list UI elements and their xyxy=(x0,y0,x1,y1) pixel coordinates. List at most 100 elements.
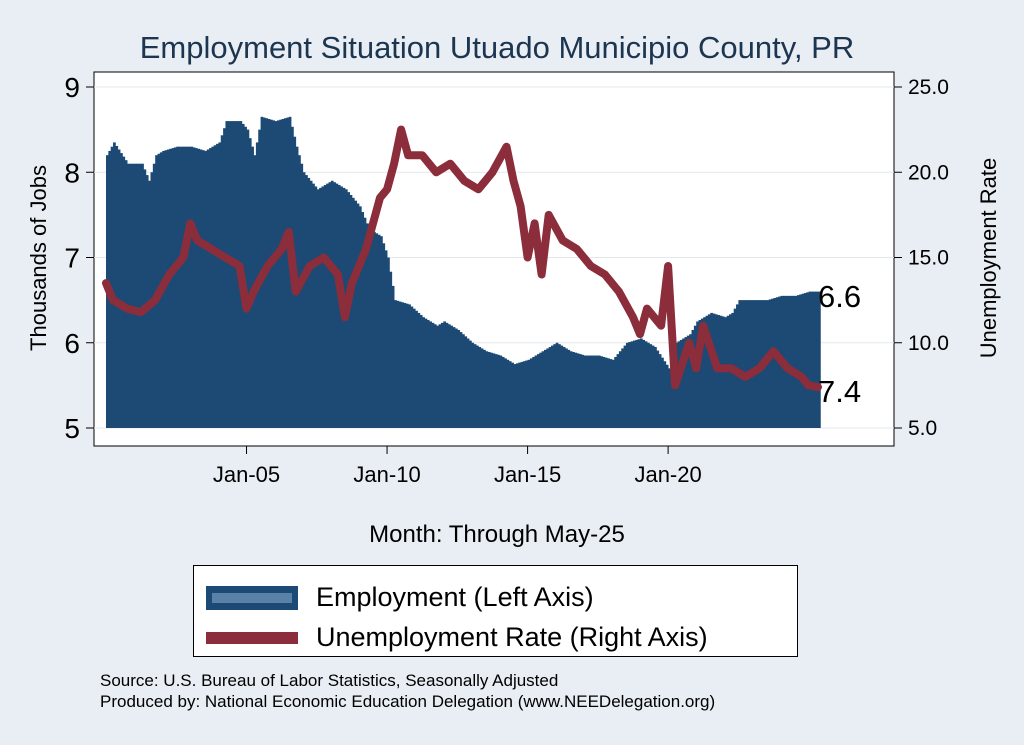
employment-bar xyxy=(515,363,519,428)
employment-bar xyxy=(663,361,667,428)
employment-bar xyxy=(801,293,805,428)
employment-bar xyxy=(209,148,212,429)
employment-bar xyxy=(232,121,236,428)
axes: 5 6 7 8 9 5.0 10.0 15.0 20.0 25.0 Jan-05 Jan-10 Jan-… xyxy=(64,72,948,487)
employment-bar xyxy=(787,295,791,428)
employment-bar xyxy=(220,135,224,428)
source-line: Source: U.S. Bureau of Labor Statistics,… xyxy=(100,671,559,690)
employment-bar xyxy=(586,355,589,428)
employment-bar xyxy=(642,339,646,428)
employment-bar xyxy=(705,315,709,428)
employment-bar xyxy=(187,146,191,429)
employment-bar xyxy=(117,149,121,428)
employment-bar xyxy=(216,143,219,429)
employment-bar xyxy=(740,300,744,428)
last-unemployment-value: 7.4 xyxy=(818,374,861,409)
employment-bar xyxy=(572,351,575,428)
employment-bar xyxy=(590,355,594,428)
employment-bar xyxy=(478,347,482,428)
employment-bar xyxy=(286,117,290,429)
employment-bar xyxy=(462,334,465,428)
employment-bar xyxy=(134,163,137,428)
employment-bar xyxy=(649,344,653,428)
employment-bar xyxy=(698,320,702,428)
employment-bar xyxy=(185,146,189,429)
employment-bar xyxy=(473,344,477,428)
employment-bar xyxy=(466,338,470,428)
legend-item-employment: Employment (Left Axis) xyxy=(206,582,594,613)
unemployment-line xyxy=(102,125,822,392)
employment-bar xyxy=(180,146,184,429)
legend: Employment (Left Axis) Unemployment Rate… xyxy=(193,565,798,657)
employment-bar xyxy=(529,358,533,428)
employment-bar xyxy=(754,300,758,428)
employment-bar xyxy=(551,345,554,428)
employment-bar xyxy=(436,325,439,428)
employment-bar xyxy=(394,300,397,428)
employment-bar xyxy=(745,300,749,428)
employment-bar xyxy=(113,142,116,428)
employment-bar xyxy=(307,177,311,428)
employment-bar xyxy=(630,341,634,428)
employment-bar xyxy=(267,118,271,428)
employment-bar xyxy=(520,361,524,428)
employment-bar xyxy=(815,291,819,428)
y-left-tick-label: 9 xyxy=(64,72,80,103)
employment-bar xyxy=(309,180,313,428)
employment-bar xyxy=(555,342,559,428)
employment-bar xyxy=(197,148,201,428)
employment-bar xyxy=(120,153,123,428)
employment-bar xyxy=(607,358,610,428)
employment-bar xyxy=(501,356,505,428)
y-right-tick-label: 10.0 xyxy=(908,332,949,355)
employment-bar xyxy=(356,203,360,428)
employment-bar xyxy=(637,339,641,428)
employment-bar xyxy=(536,354,540,428)
employment-bar xyxy=(651,345,655,428)
employment-bar xyxy=(145,175,149,428)
employment-bar xyxy=(443,321,447,428)
producer-line: Produced by: National Economic Education… xyxy=(100,692,716,711)
employment-bar xyxy=(522,361,526,428)
employment-bar xyxy=(752,300,756,428)
employment-bar xyxy=(424,318,428,428)
employment-bar xyxy=(452,327,456,428)
employment-bar xyxy=(490,352,493,428)
employment-bar xyxy=(464,336,468,428)
employment-bar xyxy=(403,302,407,428)
employment-bar xyxy=(401,302,404,428)
employment-bar xyxy=(618,351,622,428)
employment-bar xyxy=(166,149,170,428)
employment-bar xyxy=(775,297,779,428)
employment-bar xyxy=(450,325,454,428)
employment-bar xyxy=(143,169,147,429)
employment-bar xyxy=(562,347,566,428)
employment-bar xyxy=(199,149,203,428)
employment-bar xyxy=(384,250,388,428)
employment-bar xyxy=(391,285,395,428)
employment-bar xyxy=(579,354,582,428)
y-right-tick-label: 15.0 xyxy=(908,247,949,270)
employment-bar xyxy=(284,118,287,428)
employment-bar xyxy=(419,315,423,428)
employment-bar xyxy=(141,163,144,428)
employment-bar xyxy=(534,355,538,428)
employment-bar xyxy=(375,233,379,428)
employment-bar xyxy=(330,180,334,428)
employment-bar xyxy=(560,345,564,428)
employment-bar xyxy=(192,147,196,428)
employment-bar xyxy=(370,229,374,428)
employment-bar xyxy=(600,356,603,428)
employment-bar xyxy=(213,145,217,429)
employment-bar xyxy=(513,364,517,428)
employment-bar xyxy=(794,295,798,428)
employment-bar xyxy=(171,148,175,429)
employment-bar xyxy=(541,351,545,428)
employment-bar xyxy=(508,361,512,428)
y-left-tick-label: 5 xyxy=(64,413,80,444)
employment-bar xyxy=(497,354,500,428)
employment-bar xyxy=(670,359,674,428)
employment-bar xyxy=(138,163,142,428)
employment-bar xyxy=(738,300,742,428)
employment-bar xyxy=(223,128,226,428)
